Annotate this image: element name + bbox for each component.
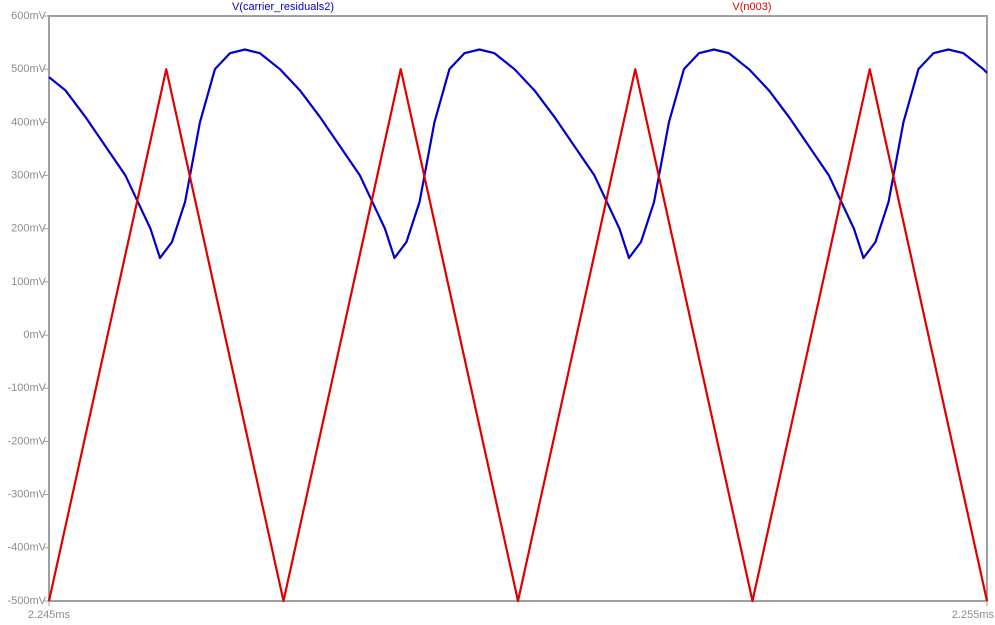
- y-tick-label: 300mV: [11, 169, 47, 181]
- series-line: [47, 68, 989, 603]
- y-tick-label: -500mV: [7, 595, 46, 607]
- series-line: [48, 48, 988, 260]
- y-tick-label: -300mV: [7, 489, 46, 501]
- y-tick-label: -100mV: [7, 382, 46, 394]
- plot-frame: [48, 15, 988, 602]
- y-tick-label: 400mV: [11, 116, 47, 128]
- y-tick-label: 100mV: [11, 276, 47, 288]
- x-tick-label: 2.245ms: [28, 609, 71, 621]
- y-tick-label: -200mV: [7, 435, 46, 447]
- y-tick-label: 200mV: [11, 223, 47, 235]
- y-tick-label: 600mV: [11, 10, 47, 22]
- x-tick-label: 2.255ms: [952, 609, 995, 621]
- legend-label: V(n003): [732, 1, 771, 13]
- legend-label: V(carrier_residuals2): [232, 1, 334, 13]
- y-tick-label: 0mV: [23, 329, 46, 341]
- y-tick-label: 500mV: [11, 63, 47, 75]
- y-tick-label: -400mV: [7, 542, 46, 554]
